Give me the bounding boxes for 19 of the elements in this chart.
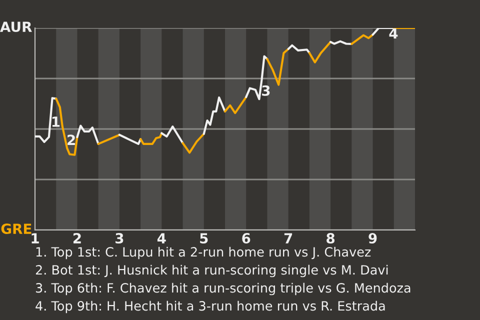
x-tick-label: 6 <box>242 233 250 244</box>
annotation: 4 <box>389 28 398 38</box>
x-tick-label: 5 <box>200 233 208 244</box>
text: AUR <box>0 22 32 32</box>
annotation: 3 <box>262 85 270 96</box>
x-tick-label: 7 <box>284 233 292 244</box>
x-tick-label: 4 <box>157 233 166 244</box>
x-tick-label: 2 <box>73 233 81 244</box>
x-tick-label: 3 <box>116 233 124 244</box>
x-tick-label: 1 <box>32 233 39 244</box>
text: 1. Top 1st: C. Lupu hit a 2-run home run vs J. Chavez <box>36 246 371 260</box>
text: 3. Top 6th: F. Chavez hit a run-scoring triple vs G. Mendoza <box>36 282 410 296</box>
text: 2. Bot 1st: J. Husnick hit a run-scoring single vs M. Davi <box>36 264 388 278</box>
annotation: 1 <box>52 116 60 127</box>
text: 4. Top 9th: H. Hecht hit a 3-run home run vs R. Estrada <box>36 300 385 314</box>
x-tick-label: 9 <box>368 233 377 244</box>
annotation: 2 <box>68 134 75 145</box>
x-tick-label: 8 <box>326 233 335 244</box>
text: GRE <box>1 224 32 234</box>
